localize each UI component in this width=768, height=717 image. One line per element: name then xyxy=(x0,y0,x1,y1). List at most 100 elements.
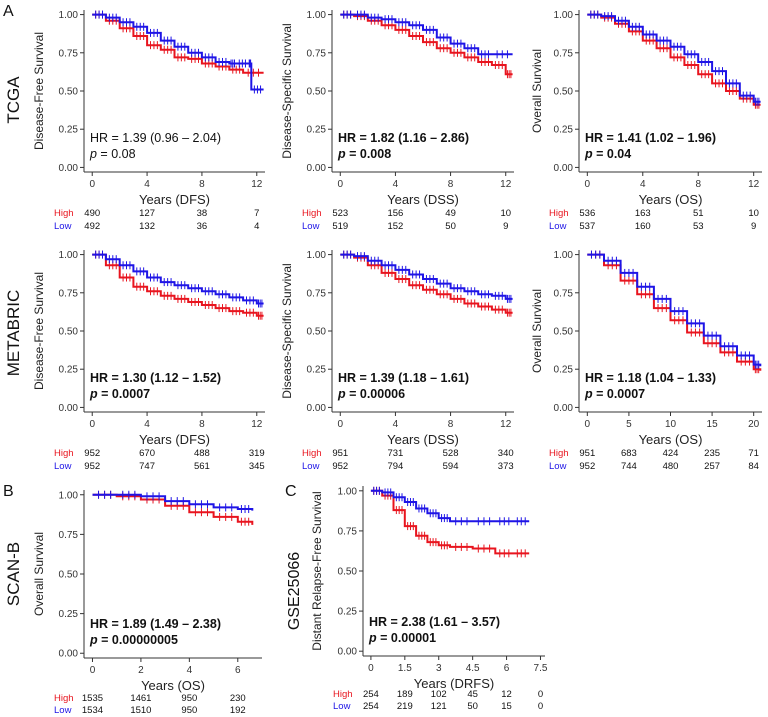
risk-count-high: 38 xyxy=(197,208,208,219)
survival-curve-high xyxy=(340,253,513,314)
x-tick-label: 4 xyxy=(144,179,150,190)
risk-count-low: 4 xyxy=(254,221,259,232)
y-tick-label: 0.50 xyxy=(554,327,574,338)
y-tick-label: 1.00 xyxy=(59,250,79,261)
km-panels: 0.00 0.25 0.50 0.75 1.00 0 4 8 12 Disease-Free Su… xyxy=(32,10,762,716)
y-tick-label: 0.50 xyxy=(307,87,327,98)
km-panel-tcga_dss: 0.00 0.25 0.50 0.75 1.00 0 4 8 12 Disease-Specifi… xyxy=(280,10,514,232)
survival-curve-high xyxy=(92,13,264,74)
risk-count-low: 373 xyxy=(498,461,514,472)
x-tick-label: 12 xyxy=(251,419,263,430)
x-tick-label: 0 xyxy=(89,179,95,190)
risk-count-low: 121 xyxy=(431,701,447,712)
p-symbol: p xyxy=(337,387,346,401)
x-tick-label: 10 xyxy=(665,419,677,430)
risk-count-high: 950 xyxy=(181,693,197,704)
x-tick-label: 8 xyxy=(448,419,454,430)
risk-count-high: 235 xyxy=(704,448,720,459)
p-value: = 0.00000005 xyxy=(98,633,178,647)
hr-text: HR = 1.18 (1.04 – 1.33) xyxy=(585,371,716,385)
risk-count-high: 951 xyxy=(332,448,348,459)
risk-count-low: 132 xyxy=(139,221,155,232)
risk-count-high: 490 xyxy=(84,208,100,219)
y-tick-label: 0.00 xyxy=(554,163,574,174)
y-tick-label: 0.50 xyxy=(338,567,358,578)
survival-curve-low xyxy=(370,489,530,523)
km-panel-metabric_os: 0.00 0.25 0.50 0.75 1.00 0 5 10 15 20 Overall Surv… xyxy=(530,250,762,472)
risk-count-low: 345 xyxy=(249,461,265,472)
x-tick-label: 6 xyxy=(235,665,241,676)
x-axis-title: Years (DFS) xyxy=(139,192,210,207)
risk-count-low: 84 xyxy=(748,461,759,472)
x-tick-label: 0 xyxy=(90,665,96,676)
y-tick-label: 1.00 xyxy=(59,490,79,501)
risk-label-high: High xyxy=(54,208,74,219)
risk-label-low: Low xyxy=(549,461,567,472)
survival-curve-low xyxy=(340,13,513,56)
hr-text: HR = 1.39 (0.96 – 2.04) xyxy=(90,131,221,145)
hr-text: HR = 1.30 (1.12 – 1.52) xyxy=(90,371,221,385)
x-tick-label: 4 xyxy=(393,419,399,430)
risk-count-low: 952 xyxy=(579,461,595,472)
risk-count-high: 102 xyxy=(431,689,447,700)
risk-count-low: 160 xyxy=(635,221,651,232)
risk-count-high: 12 xyxy=(501,689,512,700)
x-tick-label: 6 xyxy=(504,663,510,674)
risk-count-high: 127 xyxy=(139,208,155,219)
y-tick-label: 0.75 xyxy=(307,288,327,299)
risk-count-high: 528 xyxy=(443,448,459,459)
km-panel-scanb_os: 0.00 0.25 0.50 0.75 1.00 0 2 4 6 Overall Survival… xyxy=(32,490,262,716)
y-axis-title: Disease-Specific Survival xyxy=(280,23,294,158)
x-tick-label: 1.5 xyxy=(398,663,412,674)
risk-count-low: 53 xyxy=(693,221,704,232)
risk-count-high: 488 xyxy=(194,448,210,459)
risk-label-low: Low xyxy=(54,221,72,232)
risk-count-high: 952 xyxy=(84,448,100,459)
hr-text: HR = 1.82 (1.16 – 2.86) xyxy=(338,131,469,145)
risk-count-high: 10 xyxy=(500,208,511,219)
risk-count-low: 50 xyxy=(467,701,478,712)
y-axis-title: Disease-Specific Survival xyxy=(280,263,294,398)
risk-label-high: High xyxy=(549,208,569,219)
risk-count-low: 594 xyxy=(443,461,459,472)
p-value-text: p = 0.008 xyxy=(337,147,391,161)
risk-count-high: 424 xyxy=(663,448,679,459)
risk-count-high: 7 xyxy=(254,208,259,219)
y-tick-label: 0.25 xyxy=(59,365,79,376)
risk-count-high: 1461 xyxy=(130,693,151,704)
risk-count-low: 192 xyxy=(230,705,246,716)
panel-label-a: A xyxy=(3,3,14,20)
x-tick-label: 5 xyxy=(626,419,632,430)
row-label-gse25066: GSE25066 xyxy=(286,552,303,630)
x-tick-label: 0 xyxy=(337,419,343,430)
risk-count-low: 1510 xyxy=(130,705,151,716)
p-value-text: p = 0.08 xyxy=(89,147,136,161)
risk-count-high: 340 xyxy=(498,448,514,459)
x-axis-title: Years (DRFS) xyxy=(414,676,494,691)
y-axis-title: Disease-Free Survival xyxy=(32,32,46,150)
p-value: = 0.00006 xyxy=(346,387,405,401)
y-tick-label: 0.50 xyxy=(59,87,79,98)
panel-label-c: C xyxy=(285,483,297,500)
y-tick-label: 0.75 xyxy=(338,526,358,537)
x-tick-label: 8 xyxy=(448,179,454,190)
y-tick-label: 0.25 xyxy=(59,125,79,136)
y-tick-label: 0.00 xyxy=(59,649,79,660)
risk-label-low: Low xyxy=(549,221,567,232)
survival-curve-high xyxy=(92,493,254,525)
p-value: = 0.08 xyxy=(97,147,136,161)
y-tick-label: 1.00 xyxy=(307,250,327,261)
risk-label-low: Low xyxy=(302,461,320,472)
x-tick-label: 0 xyxy=(89,419,95,430)
risk-count-high: 523 xyxy=(332,208,348,219)
y-tick-label: 0.00 xyxy=(307,163,327,174)
risk-label-low: Low xyxy=(333,701,351,712)
x-tick-label: 8 xyxy=(199,179,205,190)
risk-label-high: High xyxy=(54,693,74,704)
y-tick-label: 0.75 xyxy=(59,530,79,541)
survival-curve-low xyxy=(587,253,762,367)
risk-count-low: 152 xyxy=(387,221,403,232)
risk-count-low: 952 xyxy=(84,461,100,472)
p-value-text: p = 0.00006 xyxy=(337,387,405,401)
risk-count-high: 731 xyxy=(387,448,403,459)
